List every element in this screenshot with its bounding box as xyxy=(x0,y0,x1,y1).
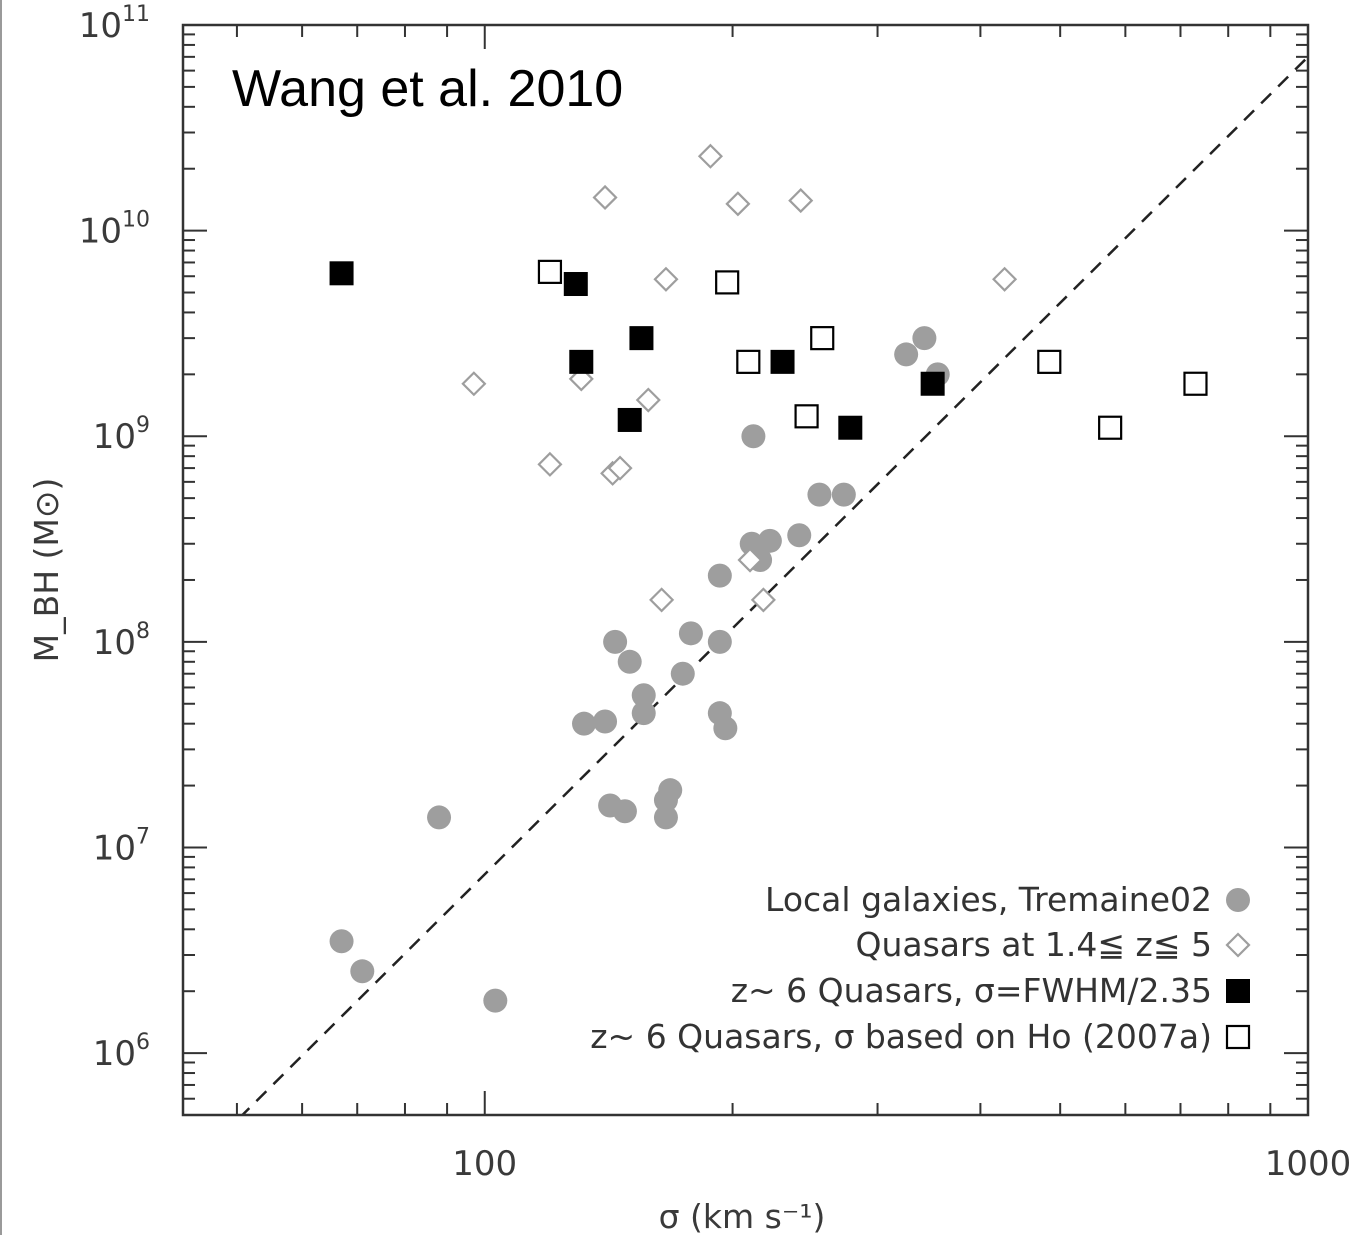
z6-quasar-fwhm-point xyxy=(770,349,795,374)
quasar-mid-z-point xyxy=(607,455,633,481)
local-galaxy-point xyxy=(617,649,642,674)
legend: Local galaxies, Tremaine02 Quasars at 1.4… xyxy=(590,880,1251,1056)
quasar-mid-z-point xyxy=(461,371,487,397)
local-galaxy-point xyxy=(631,701,656,726)
z6-quasar-ho-point xyxy=(736,349,761,374)
quasar-mid-z-point xyxy=(737,547,763,573)
local-galaxy-point xyxy=(757,528,782,553)
quasar-mid-z-point xyxy=(592,184,618,210)
local-galaxy-point xyxy=(658,778,683,803)
local-galaxy-point xyxy=(329,929,354,954)
legend-marker xyxy=(1225,932,1251,958)
legend-label: z~ 6 Quasars, σ based on Ho (2007a) xyxy=(590,1017,1212,1056)
quasar-mid-z-point xyxy=(750,587,776,613)
quasar-mid-z-point xyxy=(649,587,675,613)
local-galaxy-point xyxy=(678,621,703,646)
z6-quasar-fwhm-point xyxy=(563,272,588,297)
z6-quasar-ho-point xyxy=(1098,415,1123,440)
quasar-mid-z-point xyxy=(537,451,563,477)
local-galaxy-point xyxy=(807,482,832,507)
local-galaxy-point xyxy=(612,799,637,824)
chart-annotation: Wang et al. 2010 xyxy=(232,60,623,118)
y-tick-label: 108 xyxy=(93,619,150,663)
legend-marker xyxy=(1226,888,1250,912)
z6-quasar-ho-point xyxy=(715,270,740,295)
quasar-mid-z-point xyxy=(653,266,679,292)
z6-quasar-fwhm-point xyxy=(329,261,354,286)
local-galaxy-point xyxy=(707,563,732,588)
local-galaxy-point xyxy=(670,661,695,686)
y-tick-label: 1010 xyxy=(79,208,150,252)
fit-line xyxy=(240,55,1308,1115)
local-galaxy-point xyxy=(653,805,678,830)
legend-marker xyxy=(1226,979,1250,1003)
z6-quasar-fwhm-point xyxy=(920,371,945,396)
z6-quasar-ho-point xyxy=(1037,349,1062,374)
local-galaxy-point xyxy=(572,711,597,736)
z6-quasar-fwhm-point xyxy=(838,415,863,440)
quasar-mid-z-point xyxy=(725,191,751,217)
local-galaxy-point xyxy=(483,988,508,1013)
quasar-mid-z-point xyxy=(992,266,1018,292)
local-galaxy-point xyxy=(713,716,738,741)
quasar-mid-z-point xyxy=(635,387,661,413)
local-galaxy-point xyxy=(350,959,375,984)
local-galaxy-point xyxy=(787,523,812,548)
y-tick-label: 107 xyxy=(93,824,150,868)
plot-frame xyxy=(181,23,1310,1117)
local-galaxy-point xyxy=(631,683,656,708)
quasar-mid-z-point xyxy=(697,143,724,169)
z6-quasar-ho-point xyxy=(810,326,835,351)
x-tick-label: 1000 xyxy=(1265,1144,1352,1184)
local-galaxy-point xyxy=(741,424,766,449)
z6-quasar-fwhm-point xyxy=(629,326,654,351)
local-galaxy-point xyxy=(593,709,618,734)
y-tick-label: 106 xyxy=(93,1030,150,1074)
local-galaxy-point xyxy=(831,482,856,507)
z6-quasar-fwhm-point xyxy=(617,407,642,432)
plot-marks xyxy=(240,55,1308,1115)
z6-quasar-ho-point xyxy=(794,404,819,429)
quasar-mid-z-point xyxy=(788,188,814,214)
local-galaxy-point xyxy=(603,629,628,654)
frame-left-border xyxy=(0,0,2,1235)
local-galaxy-point xyxy=(427,805,452,830)
y-tick-label: 1011 xyxy=(79,2,150,46)
local-galaxy-point xyxy=(894,342,919,367)
x-tick-label: 100 xyxy=(452,1144,517,1184)
legend-label: z~ 6 Quasars, σ=FWHM/2.35 xyxy=(731,971,1212,1010)
z6-quasar-fwhm-point xyxy=(569,349,594,374)
local-galaxy-point xyxy=(707,629,732,654)
y-axis-title: M_BH (M⊙) xyxy=(27,478,66,663)
local-galaxy-point xyxy=(912,326,937,351)
legend-label: Local galaxies, Tremaine02 xyxy=(765,880,1212,919)
z6-quasar-ho-point xyxy=(537,259,563,284)
y-tick-label: 109 xyxy=(93,413,150,457)
legend-label: Quasars at 1.4≦ z≦ 5 xyxy=(855,925,1212,964)
z6-quasar-ho-point xyxy=(1183,371,1208,396)
legend-marker xyxy=(1225,1024,1251,1050)
x-axis-title: σ (km s⁻¹) xyxy=(659,1197,826,1235)
